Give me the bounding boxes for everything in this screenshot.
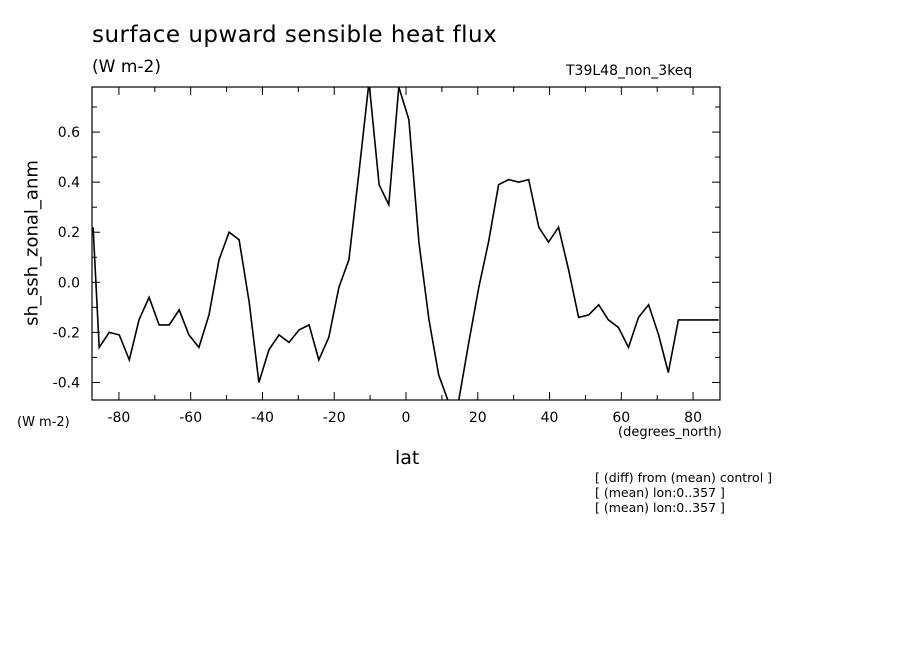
chart-subtitle-units: (W m-2)	[92, 57, 161, 77]
x-tick-label: -20	[323, 410, 346, 426]
x-tick-label: -80	[107, 410, 130, 426]
x-tick-label: 80	[684, 410, 702, 426]
x-axis-units: (degrees_north)	[618, 425, 722, 440]
note-line: [ (diff) from (mean) control ]	[595, 470, 773, 485]
plot-frame	[91, 86, 721, 401]
note-line: [ (mean) lon:0..357 ]	[595, 485, 725, 500]
y-tick-label: 0.0	[58, 275, 80, 291]
processing-notes: [ (diff) from (mean) control ] [ (mean) …	[595, 470, 772, 515]
axis-ticks	[92, 87, 720, 400]
y-tick-label: 0.6	[58, 125, 80, 141]
run-label: T39L48_non_3keq	[566, 63, 693, 79]
y-tick-label: 0.4	[58, 175, 80, 191]
series-line	[92, 87, 719, 400]
y-tick-label: -0.2	[53, 325, 80, 341]
x-tick-label: 0	[402, 410, 411, 426]
y-tick-label: -0.4	[53, 375, 80, 391]
note-line: [ (mean) lon:0..357 ]	[595, 500, 725, 515]
x-tick-label: -60	[179, 410, 202, 426]
chart-title: surface upward sensible heat flux	[92, 22, 498, 48]
x-tick-label: -40	[251, 410, 274, 426]
axis-tick-labels: -80 -60 -40 -20 0 20 40 60 80 -0.4 -0.2 0.0 0.2 0.4 0.…	[53, 125, 702, 426]
x-axis-label: lat	[395, 447, 420, 469]
x-tick-label: 60	[612, 410, 630, 426]
series-layer	[92, 87, 719, 400]
x-tick-label: 20	[469, 410, 487, 426]
y-axis-units: (W m-2)	[17, 415, 70, 430]
y-tick-label: 0.2	[58, 225, 80, 241]
x-tick-label: 40	[541, 410, 559, 426]
